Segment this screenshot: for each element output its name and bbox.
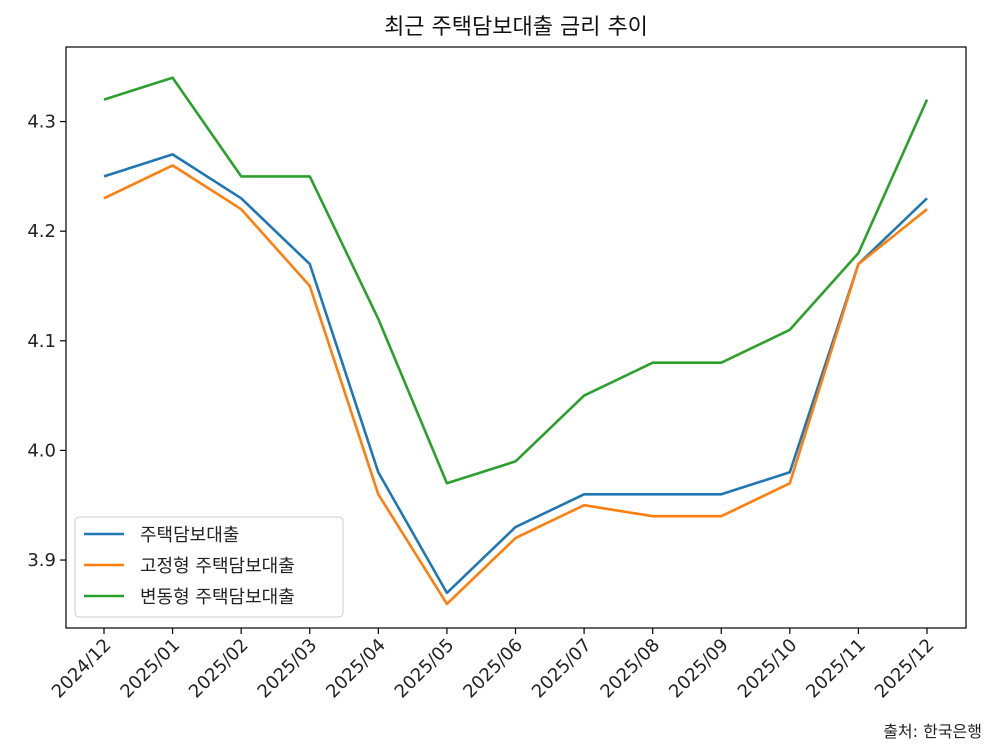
legend-box [74,516,344,618]
x-tick-label: 2025/06 [459,635,527,703]
series-layer [103,76,929,606]
x-tick-label: 2024/12 [48,635,116,703]
legend-label: 변동형 주택담보대출 [140,587,295,608]
legend-label: 고정형 주택담보대출 [140,556,295,577]
x-tick-label: 2025/11 [802,635,870,703]
y-tick-label: 3.9 [27,550,56,571]
x-tick-label: 2025/04 [322,635,390,703]
y-tick-label: 4.1 [27,331,56,352]
x-tick-label: 2025/08 [596,635,664,703]
x-axis: 2024/12 2025/01 2025/02 2025/03 2025/04 2025/… [48,628,939,702]
chart-title: 최근 주택담보대출 금리 추이 [384,15,648,40]
x-tick-label: 2025/01 [116,635,184,703]
y-axis: 3.9 4.0 4.1 4.2 4.3 [27,112,66,571]
x-tick-label: 2025/10 [734,635,802,703]
y-tick-label: 4.3 [27,112,56,133]
x-tick-label: 2025/03 [254,635,322,703]
legend-label: 주택담보대출 [140,525,239,546]
series-line-2 [103,76,929,485]
x-tick-label: 2025/02 [185,635,253,703]
x-tick-label: 2025/07 [528,635,596,703]
series-line-0 [103,153,928,595]
y-tick-label: 4.2 [27,221,56,242]
source-note: 출처: 한국은행 [883,722,982,741]
x-tick-label: 2025/09 [665,635,733,703]
series-line-1 [103,164,928,606]
y-tick-label: 4.0 [27,440,56,461]
x-tick-label: 2025/12 [871,635,939,703]
x-tick-label: 2025/05 [391,635,459,703]
